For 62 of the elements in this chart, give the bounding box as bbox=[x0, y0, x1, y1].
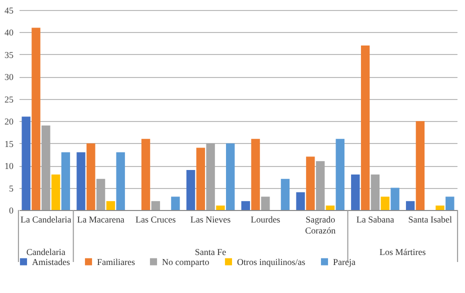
bar bbox=[76, 152, 86, 210]
bar bbox=[141, 138, 150, 210]
bar bbox=[241, 201, 250, 210]
bar bbox=[380, 196, 390, 210]
bar bbox=[206, 143, 215, 210]
bar bbox=[51, 174, 60, 210]
bar bbox=[106, 201, 116, 210]
bar bbox=[196, 148, 206, 210]
y-tick-label: 25 bbox=[4, 94, 14, 104]
bar bbox=[96, 178, 106, 210]
y-tick-label: 35 bbox=[4, 50, 14, 60]
legend-label: No comparto bbox=[162, 256, 210, 267]
text: Los Mártires bbox=[380, 247, 426, 257]
legend-label: Pareja bbox=[333, 256, 356, 267]
x-tick-label: Las Nieves bbox=[190, 214, 232, 224]
bar bbox=[296, 192, 305, 210]
y-tick-label: 45 bbox=[4, 6, 14, 16]
text: Santa Fe bbox=[194, 247, 226, 257]
y-tick-label: 0 bbox=[9, 206, 14, 216]
bar bbox=[336, 138, 344, 210]
legend-label: Amistades bbox=[32, 256, 70, 267]
bar bbox=[360, 46, 370, 210]
bar bbox=[61, 152, 70, 210]
x-tick-label: Lourdes bbox=[250, 214, 281, 224]
x-tick-label: Las Cruces bbox=[136, 214, 176, 224]
bar bbox=[316, 161, 325, 210]
bar bbox=[42, 126, 50, 210]
bar bbox=[370, 174, 380, 210]
x-tick-label: La Sabana bbox=[356, 214, 394, 224]
x-tick-label: La Macarena bbox=[77, 214, 124, 224]
bar bbox=[280, 178, 290, 210]
y-tick-label: 10 bbox=[4, 161, 14, 172]
bar bbox=[351, 174, 360, 210]
legend-label: Otros inquilinos/as bbox=[237, 256, 306, 267]
bar bbox=[326, 206, 335, 210]
bar bbox=[22, 116, 30, 210]
bar bbox=[416, 121, 425, 210]
bar bbox=[406, 201, 415, 210]
bar bbox=[390, 188, 400, 210]
bar bbox=[306, 156, 315, 210]
bar bbox=[186, 170, 196, 210]
bar bbox=[151, 201, 160, 210]
x-tick-label: Santa Isabel bbox=[408, 214, 452, 224]
x-tick-label: La Candelaria bbox=[20, 214, 72, 224]
bar bbox=[261, 196, 270, 210]
bar bbox=[446, 196, 454, 210]
y-tick-label: 5 bbox=[9, 183, 14, 194]
y-tick-label: 40 bbox=[4, 28, 14, 38]
bar bbox=[171, 196, 180, 210]
bar bbox=[226, 143, 235, 210]
legend-label: Familiares bbox=[97, 256, 136, 267]
bar bbox=[251, 138, 260, 210]
y-tick-label: 30 bbox=[4, 72, 14, 82]
bar bbox=[116, 152, 125, 210]
bar bbox=[436, 206, 444, 210]
bar bbox=[32, 28, 40, 210]
bar bbox=[216, 206, 225, 210]
y-tick-label: 15 bbox=[4, 138, 14, 149]
text: Candelaria bbox=[26, 247, 66, 257]
bar bbox=[86, 143, 96, 210]
x-tick-label: Sagrado Corazón bbox=[305, 214, 336, 236]
y-tick-label: 20 bbox=[4, 116, 14, 127]
